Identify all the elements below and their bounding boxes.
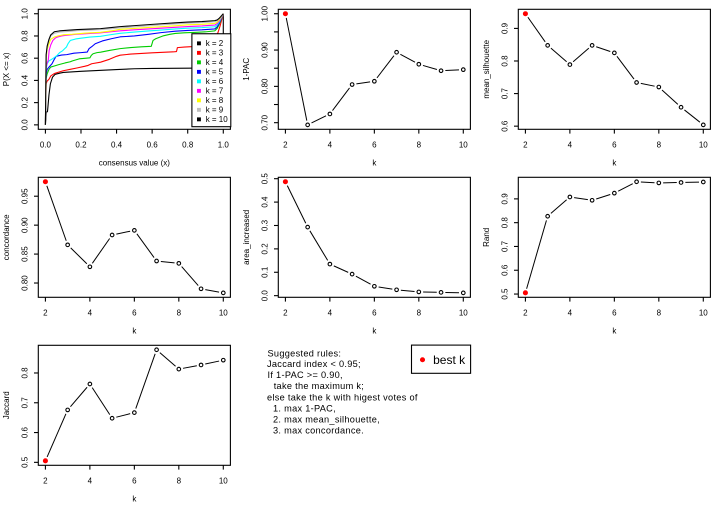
svg-text:0.9: 0.9 [501,193,510,205]
svg-text:6: 6 [612,140,617,149]
svg-text:0.8: 0.8 [501,55,510,67]
svg-text:0.8: 0.8 [21,30,30,42]
svg-text:concordance: concordance [2,214,11,260]
svg-text:0.70: 0.70 [261,114,270,130]
svg-text:1. max 1-PAC,: 1. max 1-PAC, [273,404,336,414]
svg-text:0.0: 0.0 [40,140,52,149]
svg-text:4: 4 [328,140,333,149]
svg-text:0.7: 0.7 [501,240,510,252]
svg-text:0.6: 0.6 [501,120,510,132]
svg-text:0.1: 0.1 [261,266,270,278]
svg-text:10: 10 [219,308,228,317]
svg-text:0.4: 0.4 [21,74,30,86]
svg-text:k = 10: k = 10 [206,115,229,124]
svg-text:8: 8 [177,308,182,317]
svg-text:0.5: 0.5 [261,173,270,185]
svg-text:6: 6 [132,476,137,485]
svg-text:0.7: 0.7 [501,87,510,99]
svg-text:P(X <= x): P(X <= x) [2,52,11,86]
svg-text:0.6: 0.6 [501,264,510,276]
svg-text:0.6: 0.6 [147,140,159,149]
svg-text:2: 2 [283,140,288,149]
svg-text:0.4: 0.4 [261,196,270,208]
svg-text:0.80: 0.80 [21,275,30,291]
svg-text:6: 6 [132,308,137,317]
svg-text:0.8: 0.8 [21,367,30,379]
svg-text:2: 2 [43,476,48,485]
svg-text:6: 6 [612,308,617,317]
svg-text:1.00: 1.00 [261,5,270,21]
svg-text:1.0: 1.0 [21,8,30,20]
svg-text:8: 8 [657,308,662,317]
svg-text:0.8: 0.8 [182,140,194,149]
svg-text:0.85: 0.85 [21,246,30,262]
svg-text:k = 8: k = 8 [206,96,224,105]
svg-text:10: 10 [459,308,468,317]
svg-text:1.0: 1.0 [218,140,230,149]
svg-text:2: 2 [43,308,48,317]
svg-text:0.80: 0.80 [261,78,270,94]
svg-text:0.2: 0.2 [21,97,30,109]
svg-text:10: 10 [699,140,708,149]
svg-text:2: 2 [523,140,528,149]
svg-text:0.7: 0.7 [21,397,30,409]
svg-text:2: 2 [523,308,528,317]
svg-text:10: 10 [219,476,228,485]
svg-text:take the maximum k;: take the maximum k; [274,381,364,391]
svg-text:4: 4 [568,308,573,317]
svg-text:consensus value (x): consensus value (x) [99,158,170,167]
svg-text:0.2: 0.2 [75,140,87,149]
svg-text:2: 2 [283,308,288,317]
svg-text:Jaccard index < 0.95;: Jaccard index < 0.95; [267,359,361,369]
svg-text:6: 6 [372,308,377,317]
svg-text:2. max mean_silhouette,: 2. max mean_silhouette, [273,415,380,425]
svg-text:k = 4: k = 4 [206,58,224,67]
svg-text:k = 2: k = 2 [206,39,224,48]
svg-text:Jaccard: Jaccard [2,391,11,419]
svg-text:else take the k with higest vo: else take the k with higest votes of [267,393,418,403]
svg-text:8: 8 [657,140,662,149]
svg-text:0.95: 0.95 [21,188,30,204]
svg-text:mean_silhouette: mean_silhouette [482,39,491,98]
svg-text:0.0: 0.0 [21,119,30,131]
svg-text:Suggested rules:: Suggested rules: [268,348,342,358]
svg-text:0.5: 0.5 [21,456,30,468]
svg-text:If 1-PAC >= 0.90,: If 1-PAC >= 0.90, [268,370,343,380]
svg-text:0.6: 0.6 [21,52,30,64]
svg-text:10: 10 [459,140,468,149]
svg-text:4: 4 [328,308,333,317]
svg-text:0.5: 0.5 [501,288,510,300]
svg-text:8: 8 [417,140,422,149]
svg-text:0.9: 0.9 [501,22,510,34]
svg-text:0.6: 0.6 [21,426,30,438]
svg-text:4: 4 [568,140,573,149]
svg-text:4: 4 [88,476,93,485]
svg-text:0.90: 0.90 [261,42,270,58]
svg-text:8: 8 [417,308,422,317]
svg-text:0.0: 0.0 [261,290,270,302]
svg-text:Rand: Rand [482,228,491,247]
svg-text:0.2: 0.2 [261,243,270,255]
svg-text:4: 4 [88,308,93,317]
svg-text:0.8: 0.8 [501,217,510,229]
svg-text:1-PAC: 1-PAC [242,58,251,81]
svg-text:8: 8 [177,476,182,485]
svg-text:0.90: 0.90 [21,217,30,233]
svg-text:best k: best k [433,353,466,367]
svg-text:10: 10 [699,308,708,317]
svg-text:6: 6 [372,140,377,149]
svg-text:k = 9: k = 9 [206,106,224,115]
svg-text:0.4: 0.4 [111,140,123,149]
svg-text:k = 3: k = 3 [206,49,224,58]
svg-text:k = 7: k = 7 [206,87,224,96]
svg-text:k = 6: k = 6 [206,77,224,86]
svg-text:k = 5: k = 5 [206,68,224,77]
svg-text:0.3: 0.3 [261,219,270,231]
svg-text:3. max concordance.: 3. max concordance. [273,426,364,436]
svg-text:area_increased: area_increased [242,210,251,265]
